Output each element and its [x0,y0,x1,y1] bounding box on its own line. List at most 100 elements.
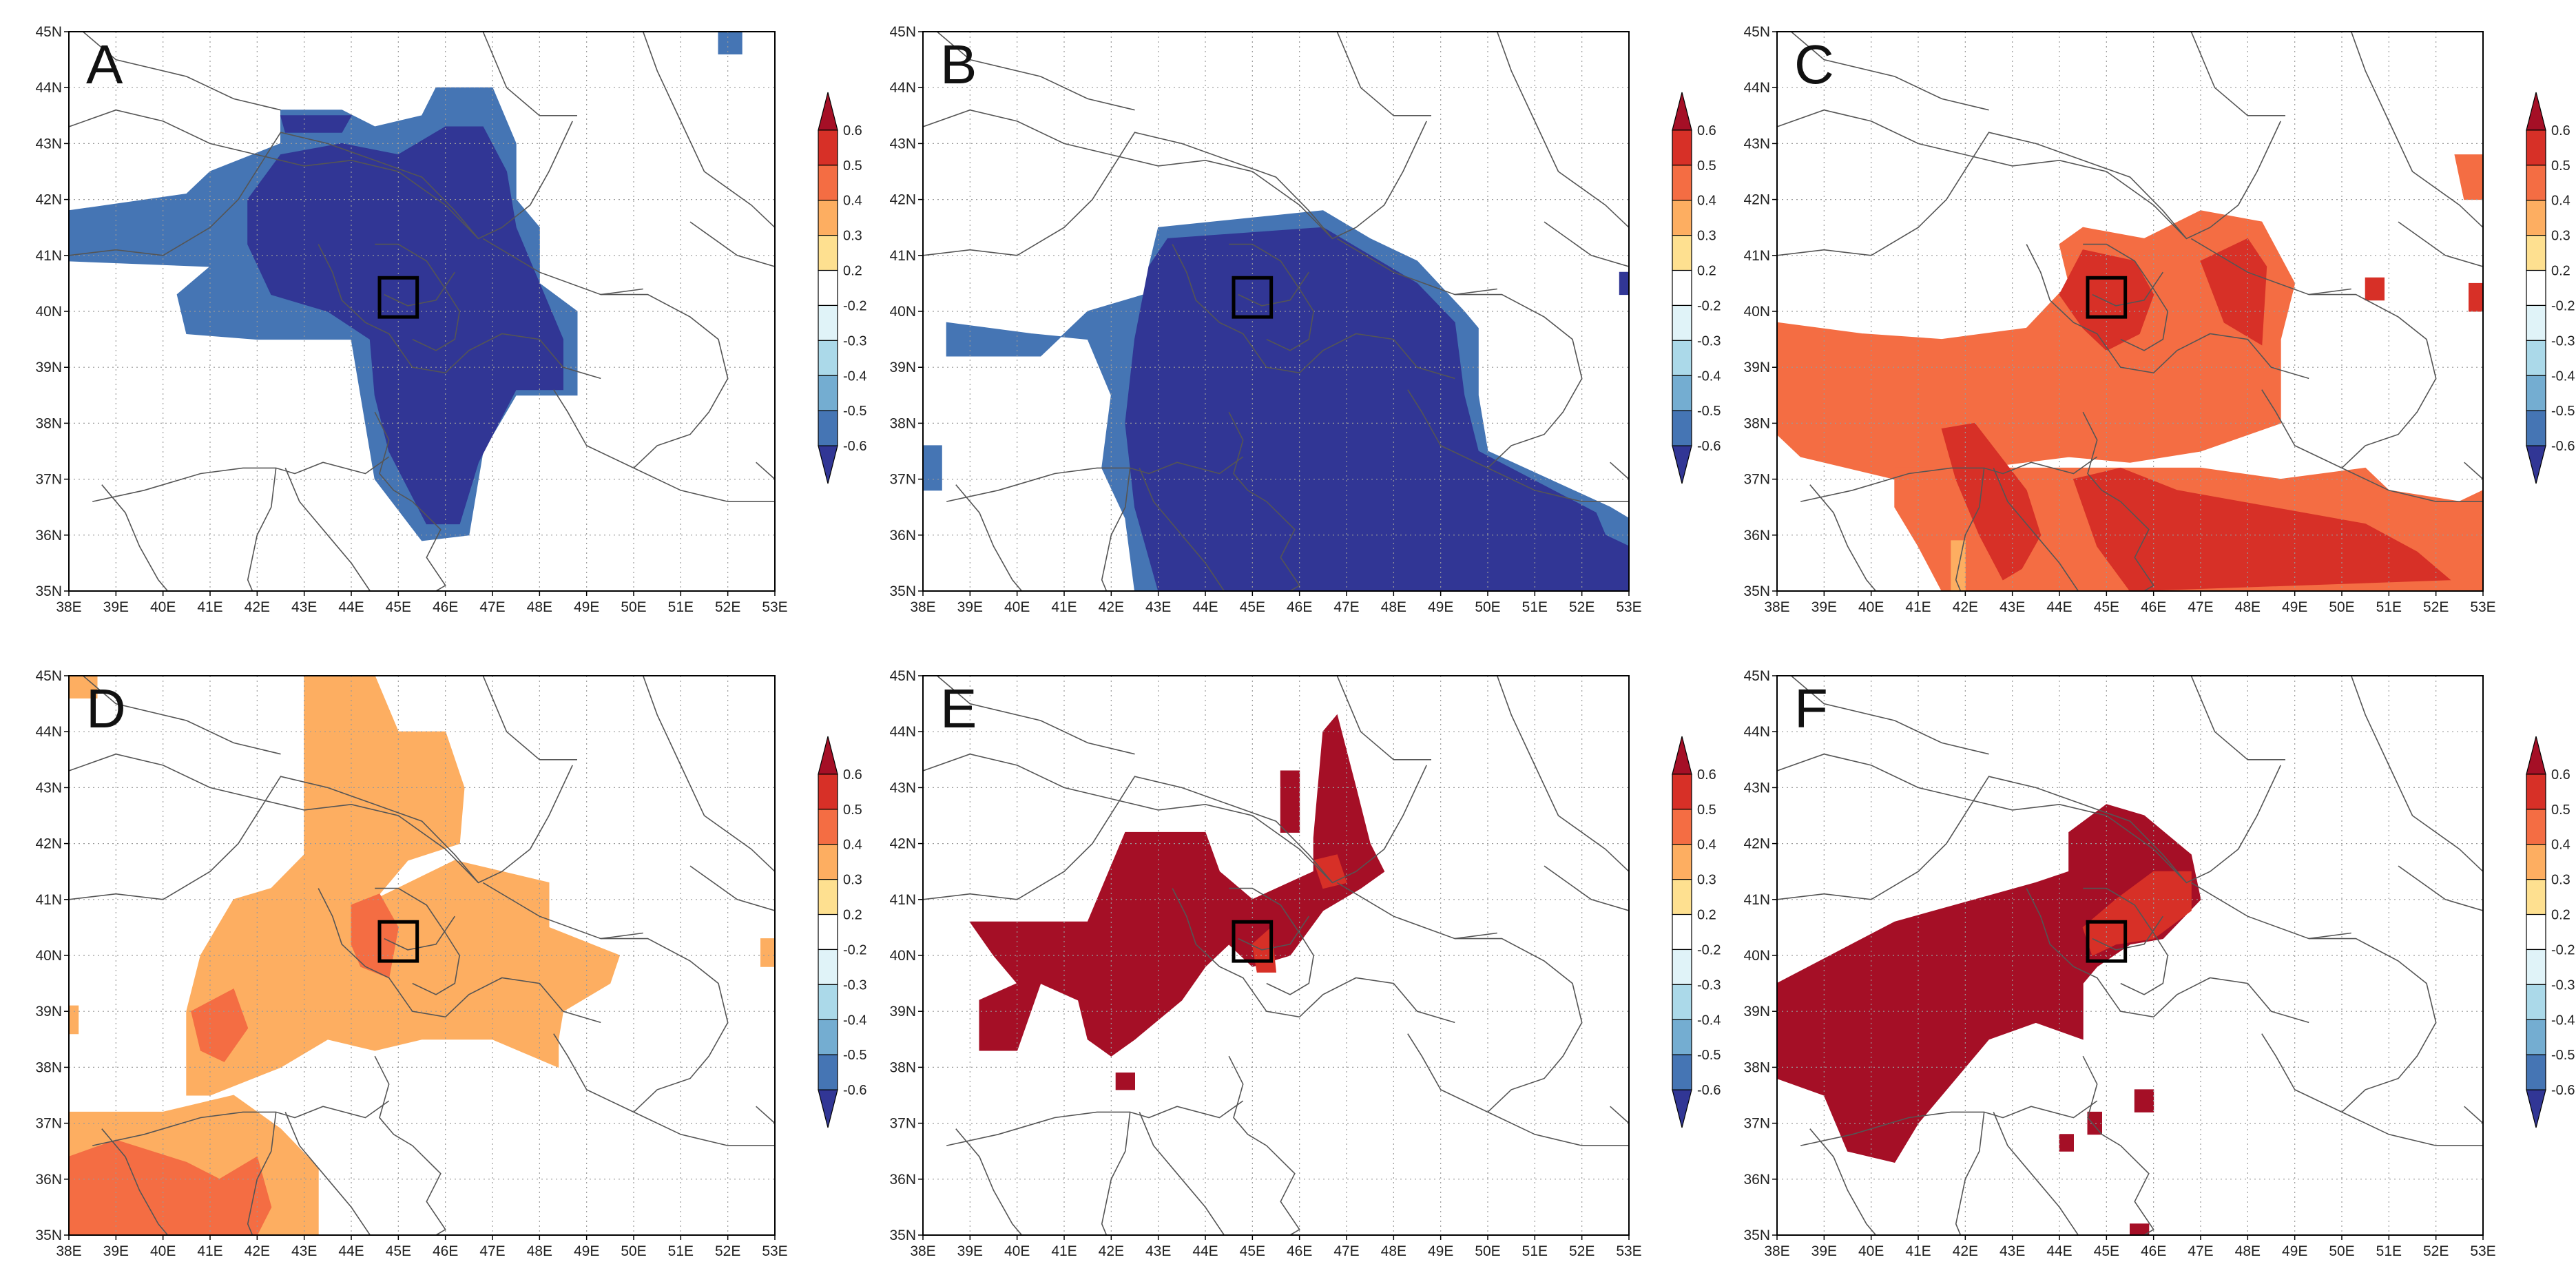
map-panel-e: 38E 39E 40E 41E 42E 43E 44E 45E 46E 47E 48E 49E 50E 5… [889,668,1721,1259]
lon-tick-label: 45E [386,1243,411,1259]
lat-tick-label: 38N [889,1059,916,1075]
colorbar-label: -0.3 [843,977,866,993]
correlation-region [760,938,775,967]
correlation-region [191,988,249,1062]
lat-tick-label: 41N [35,248,62,264]
colorbar-label: 0.3 [1697,229,1716,244]
colorbar-label: -0.5 [843,404,866,419]
lon-tick-label: 47E [2188,1243,2213,1259]
lon-tick-label: 42E [1099,599,1124,615]
lon-tick-label: 52E [715,1243,740,1259]
lon-tick-label: 39E [957,599,983,615]
map-area [1777,32,2483,591]
lon-tick-label: 42E [1953,1243,1978,1259]
lon-tick-label: 44E [2046,599,2072,615]
colorbar-label: -0.5 [843,1048,866,1063]
lat-tick-label: 44N [1743,724,1770,740]
lat-tick-label: 43N [1743,136,1770,152]
colorbar-label: -0.4 [2551,1013,2575,1028]
lon-tick-label: 46E [2141,599,2166,615]
study-area-box [377,920,419,963]
correlation-region [2134,1089,2154,1112]
map-area [69,32,775,591]
colorbar-label: -0.2 [843,298,866,313]
lat-tick-label: 44N [889,724,916,740]
lat-tick-label: 40N [35,304,62,320]
lon-tick-label: 43E [291,1243,317,1259]
lon-tick-label: 38E [1764,1243,1789,1259]
colorbar-label: -0.6 [1697,1083,1721,1098]
map-area [1777,676,2483,1235]
lat-tick-label: 39N [35,360,62,375]
correlation-region [718,32,742,54]
lon-tick-label: 41E [1051,599,1077,615]
lon-tick-label: 49E [1428,599,1453,615]
lat-tick-label: 43N [35,780,62,796]
lon-tick-label: 46E [1287,599,1312,615]
lon-tick-label: 48E [1381,1243,1406,1259]
lat-tick-label: 40N [889,948,916,964]
colorbar-label: 0.5 [2551,802,2570,818]
lat-tick-label: 38N [889,415,916,431]
colorbar-label: -0.4 [843,369,866,384]
lon-tick-label: 43E [1145,599,1171,615]
lat-tick-label: 38N [1743,1059,1770,1075]
lon-tick-label: 50E [621,1243,646,1259]
lat-tick-label: 45N [1743,24,1770,40]
colorbar-label: -0.3 [843,333,866,349]
colorbar-label: 0.5 [843,158,862,174]
country-borders [1777,676,2483,1235]
lon-tick-label: 46E [433,1243,458,1259]
lat-tick-label: 41N [889,248,916,264]
lon-tick-label: 47E [1333,1243,1359,1259]
panel-label: F [1794,678,1828,739]
colorbar-label: 0.2 [843,908,862,923]
lon-tick-label: 53E [762,1243,787,1259]
lat-tick-label: 35N [889,583,916,599]
colorbar: 0.6 0.5 0.4 0.3 0.2 -0.2 -0.3 -0.4 -0.5 -0.6 [2526,92,2575,484]
lat-tick-label: 39N [35,1004,62,1019]
lon-tick-label: 39E [103,599,129,615]
lat-tick-label: 36N [1743,1172,1770,1188]
lon-tick-label: 47E [2188,599,2213,615]
lon-tick-label: 45E [1240,1243,1265,1259]
map-area [923,676,1629,1235]
lon-tick-label: 51E [2376,599,2402,615]
correlation-region [69,1005,79,1035]
lon-tick-label: 46E [433,599,458,615]
lat-tick-label: 45N [889,668,916,684]
colorbar: 0.6 0.5 0.4 0.3 0.2 -0.2 -0.3 -0.4 -0.5 -0.6 [818,736,866,1128]
lon-tick-label: 49E [1428,1243,1453,1259]
colorbar-label: 0.4 [1697,838,1716,853]
lon-tick-label: 42E [245,1243,270,1259]
lon-tick-label: 52E [1569,599,1595,615]
lat-tick-label: 42N [889,836,916,852]
country-borders [69,32,775,591]
lat-tick-label: 44N [35,724,62,740]
colorbar-label: -0.3 [1697,977,1721,993]
lon-tick-label: 49E [574,1243,599,1259]
colorbar-label: 0.4 [843,194,862,209]
colorbar-label: 0.3 [2551,229,2570,244]
lat-tick-label: 39N [889,360,916,375]
lon-tick-label: 43E [1999,1243,2025,1259]
gridlines [1777,676,2483,1235]
lon-tick-label: 42E [1953,599,1978,615]
colorbar-label: -0.4 [1697,1013,1721,1028]
lon-tick-label: 39E [1811,1243,1837,1259]
lon-tick-label: 39E [103,1243,129,1259]
lat-tick-label: 44N [889,80,916,96]
lat-tick-label: 43N [35,136,62,152]
lat-tick-label: 36N [889,1172,916,1188]
colorbar-label: 0.4 [843,838,862,853]
lon-tick-label: 42E [245,599,270,615]
lat-tick-label: 35N [35,583,62,599]
colorbar-label: -0.6 [843,439,866,454]
colorbar-label: 0.5 [1697,802,1716,818]
correlation-region [1115,1073,1135,1090]
lat-tick-label: 42N [35,192,62,208]
colorbar-label: 0.3 [843,873,862,888]
lon-tick-label: 40E [150,599,176,615]
lon-tick-label: 38E [56,1243,81,1259]
colorbar-label: 0.2 [2551,264,2570,279]
